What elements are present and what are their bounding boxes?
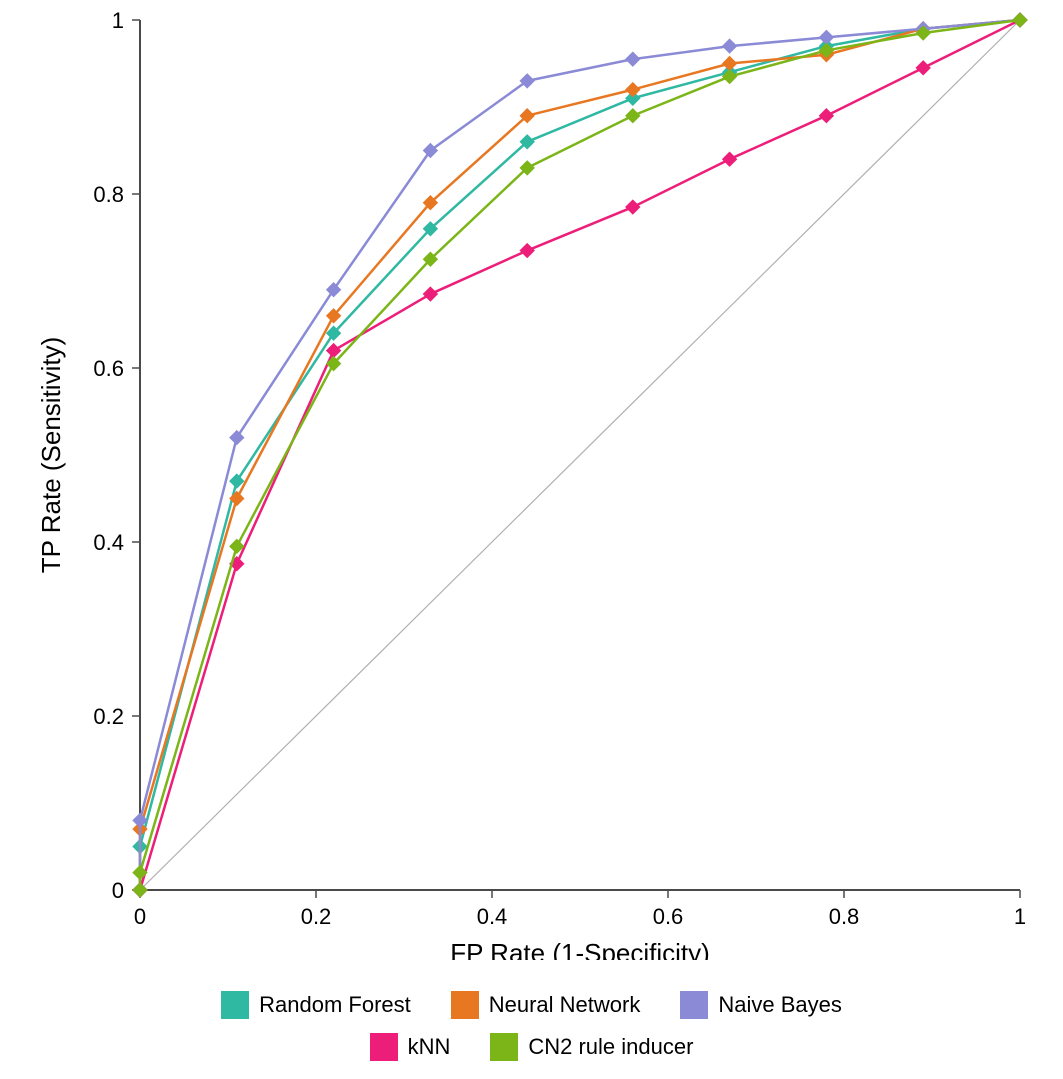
legend-item: CN2 rule inducer <box>490 1033 693 1061</box>
legend-label: Naive Bayes <box>718 992 842 1018</box>
legend-row-1: Random Forest Neural Network Naive Bayes <box>221 991 842 1019</box>
legend-item: Neural Network <box>451 991 641 1019</box>
x-tick-label: 0.2 <box>301 904 332 929</box>
roc-chart-container: 0 0.2 0.4 0.6 0.8 1 0 0.2 0.4 0.6 0.8 1 FP Rate (1-S… <box>0 0 1063 1079</box>
x-tick-label: 0 <box>134 904 146 929</box>
series-marker <box>230 431 244 445</box>
series-marker <box>626 52 640 66</box>
legend-swatch <box>451 991 479 1019</box>
legend-label: CN2 rule inducer <box>528 1034 693 1060</box>
y-tick-label: 0 <box>112 878 124 903</box>
series-marker <box>626 109 640 123</box>
y-tick-label: 1 <box>112 8 124 33</box>
series-marker <box>723 39 737 53</box>
legend-item: Random Forest <box>221 991 411 1019</box>
x-tick-label: 1 <box>1014 904 1026 929</box>
series-marker <box>626 200 640 214</box>
y-axis-label: TP Rate (Sensitivity) <box>36 337 66 573</box>
x-tick-label: 0.8 <box>829 904 860 929</box>
legend-label: Neural Network <box>489 992 641 1018</box>
legend-label: kNN <box>408 1034 451 1060</box>
series-marker <box>423 287 437 301</box>
legend-row-2: kNN CN2 rule inducer <box>370 1033 694 1061</box>
roc-chart-svg: 0 0.2 0.4 0.6 0.8 1 0 0.2 0.4 0.6 0.8 1 FP Rate (1-S… <box>0 0 1063 960</box>
legend-item: Naive Bayes <box>680 991 842 1019</box>
series-marker <box>723 57 737 71</box>
legend: Random Forest Neural Network Naive Bayes k… <box>0 991 1063 1061</box>
series-marker <box>819 109 833 123</box>
legend-label: Random Forest <box>259 992 411 1018</box>
x-tick-label: 0.4 <box>477 904 508 929</box>
series-marker <box>819 30 833 44</box>
x-axis-label: FP Rate (1-Specificity) <box>450 938 710 960</box>
series-marker <box>327 344 341 358</box>
x-tick-label: 0.6 <box>653 904 684 929</box>
legend-swatch <box>490 1033 518 1061</box>
legend-swatch <box>680 991 708 1019</box>
series-marker <box>626 83 640 97</box>
y-tick-label: 0.4 <box>93 530 124 555</box>
series-marker <box>230 474 244 488</box>
y-tick-label: 0.8 <box>93 182 124 207</box>
legend-swatch <box>370 1033 398 1061</box>
series-marker <box>520 244 534 258</box>
legend-swatch <box>221 991 249 1019</box>
series-marker <box>916 61 930 75</box>
legend-item: kNN <box>370 1033 451 1061</box>
y-tick-label: 0.6 <box>93 356 124 381</box>
y-tick-label: 0.2 <box>93 704 124 729</box>
series-marker <box>723 152 737 166</box>
